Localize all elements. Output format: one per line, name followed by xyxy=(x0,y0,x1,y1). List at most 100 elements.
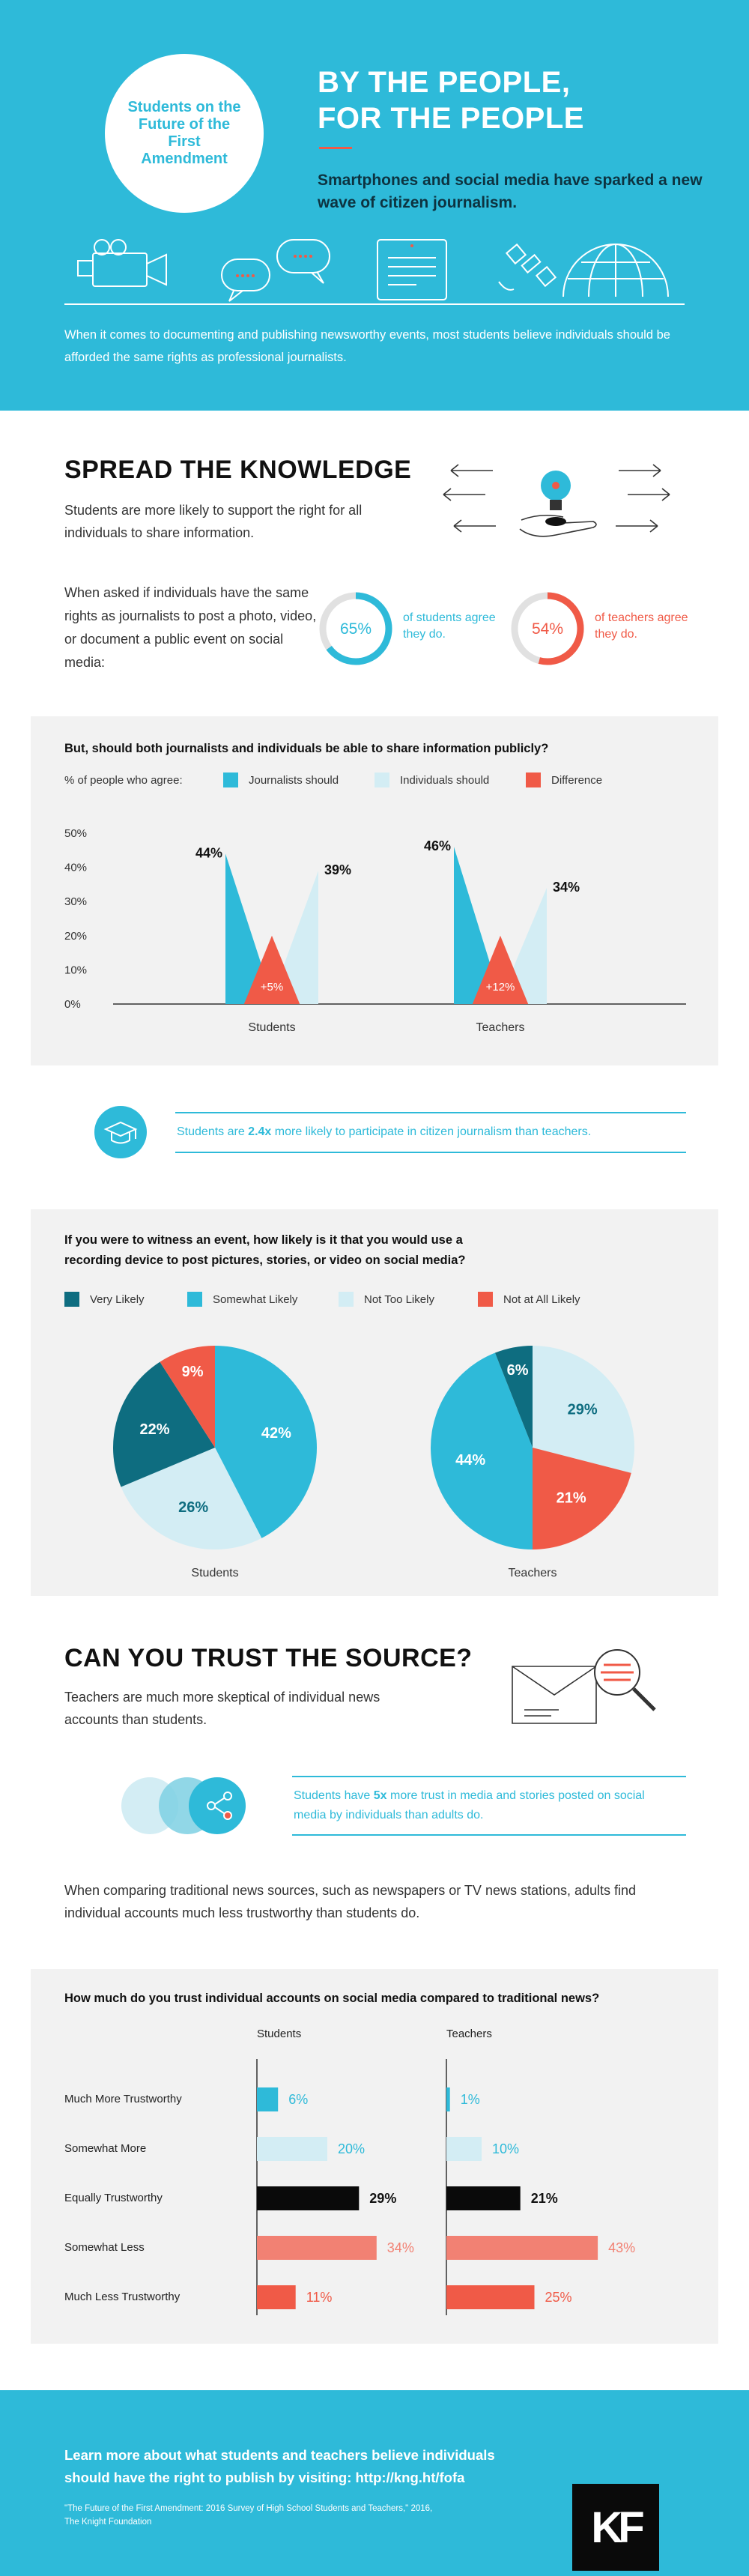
arrow-right-icon xyxy=(619,464,661,477)
pie-category-label: Students xyxy=(191,1567,238,1579)
trust-callout-rule-top xyxy=(292,1776,686,1777)
legend-journalists: Journalists should xyxy=(223,773,339,787)
rights-question: When asked if individuals have the same … xyxy=(64,585,317,670)
category-label: Students xyxy=(248,1021,295,1034)
pie-value-label: 29% xyxy=(568,1401,598,1418)
trust-bar xyxy=(446,2137,482,2161)
trust-bar xyxy=(257,2285,296,2309)
y-tick-label: 10% xyxy=(64,964,87,976)
legend-difference: Difference xyxy=(526,773,602,787)
trust-col-students: Students xyxy=(257,2028,302,2040)
hero-title: BY THE PEOPLE, FOR THE PEOPLE xyxy=(318,64,737,136)
magnifier-document-illustration xyxy=(512,1649,656,1724)
legend-very-likely: Very Likely xyxy=(64,1292,145,1307)
pie-slice xyxy=(533,1346,634,1473)
pie-slice xyxy=(431,1352,533,1549)
trust-bar xyxy=(257,2236,377,2260)
trust-value-label: 25% xyxy=(545,2290,572,2305)
pie-value-label: 9% xyxy=(182,1364,204,1380)
footer-link-text[interactable]: Learn more about what students and teach… xyxy=(64,2447,495,2485)
trust-bar xyxy=(446,2087,450,2111)
trust-value-label: 34% xyxy=(387,2240,414,2255)
trust-value-label: 21% xyxy=(531,2191,558,2206)
video-camera-icon xyxy=(77,239,167,287)
tablet-news-icon xyxy=(377,239,447,300)
y-tick-label: 0% xyxy=(64,998,81,1011)
footer-source-note: "The Future of the First Amendment: 2016… xyxy=(64,2504,433,2527)
y-tick-label: 40% xyxy=(64,862,87,874)
y-tick-label: 30% xyxy=(64,895,87,908)
students-donut-caption: of students agree they do. xyxy=(403,611,496,641)
trust-row-label: Somewhat Less xyxy=(64,2241,145,2254)
series-badge: Students on the Future of the First Amen… xyxy=(105,54,264,213)
lightbulb-hand-illustration xyxy=(443,464,670,537)
share-chart-question: But, should both journalists and individ… xyxy=(64,742,549,755)
trust-value-label: 29% xyxy=(369,2191,396,2206)
hero-title-line2: FOR THE PEOPLE xyxy=(318,102,584,135)
knight-foundation-logo: KF xyxy=(572,2484,659,2571)
trust-chart-question: How much do you trust individual account… xyxy=(64,1992,600,2005)
trust-chart-panel xyxy=(31,1969,718,2344)
trust-value-label: 43% xyxy=(608,2240,635,2255)
likely-pie-charts: 42% 26% 22% 9% Students 29% 21% 44% 6% Teachers xyxy=(113,1346,634,1579)
pie-value-label: 22% xyxy=(139,1421,169,1438)
y-tick-label: 50% xyxy=(64,827,87,840)
trust-value-label: 1% xyxy=(461,2092,480,2107)
legend-individuals: Individuals should xyxy=(374,773,489,787)
trust-row-label: Much Less Trustworthy xyxy=(64,2291,181,2303)
trust-bar xyxy=(446,2236,598,2260)
trust-value-label: 11% xyxy=(306,2290,333,2305)
individuals-value-label: 39% xyxy=(324,862,351,877)
hero-subtitle: Smartphones and social media have sparke… xyxy=(318,172,703,211)
teachers-donut-value: 54% xyxy=(532,620,563,638)
trust-bar xyxy=(257,2137,327,2161)
trust-compare-text: When comparing traditional news sources,… xyxy=(64,1883,637,1920)
hero-title-line1: BY THE PEOPLE, xyxy=(318,66,571,99)
section-heading-trust: CAN YOU TRUST THE SOURCE? xyxy=(64,1644,473,1672)
pie-value-label: 26% xyxy=(178,1499,208,1516)
students-donut-value: 65% xyxy=(340,620,372,638)
pie-category-label: Teachers xyxy=(509,1567,557,1579)
trust-bar xyxy=(257,2186,360,2210)
trust-row-label: Somewhat More xyxy=(64,2142,146,2155)
trust-col-teachers: Teachers xyxy=(446,2028,492,2040)
globe-icon xyxy=(562,244,669,297)
section-heading-spread: SPREAD THE KNOWLEDGE xyxy=(64,456,412,484)
trust-bar xyxy=(446,2186,521,2210)
journalists-value-label: 46% xyxy=(424,838,451,853)
pie-slice xyxy=(121,1448,262,1549)
pie-value-label: 6% xyxy=(507,1362,529,1379)
hero-banner xyxy=(0,0,749,411)
teachers-donut-caption: of teachers agree they do. xyxy=(595,611,688,641)
pie-value-label: 21% xyxy=(557,1490,586,1507)
speech-bubble-icon xyxy=(221,258,270,302)
speech-bubble-icon-2 xyxy=(276,239,330,284)
teachers-donut: 54% xyxy=(511,592,584,665)
legend-not-too-likely: Not Too Likely xyxy=(339,1292,434,1307)
difference-value-label: +5% xyxy=(261,981,283,994)
social-share-illustration xyxy=(121,1777,246,1834)
pie-slice xyxy=(494,1346,533,1448)
difference-area xyxy=(472,935,529,1004)
callout-rule-top xyxy=(175,1112,686,1113)
trust-value-label: 10% xyxy=(492,2141,519,2156)
share-icon xyxy=(207,1792,232,1820)
category-label: Teachers xyxy=(476,1021,525,1034)
y-tick-label: 20% xyxy=(64,930,87,943)
pie-value-label: 42% xyxy=(261,1425,291,1442)
pie-slice xyxy=(533,1448,631,1549)
share-legend-prefix: % of people who agree: xyxy=(64,774,183,787)
trust-text: Teachers are much more skeptical of indi… xyxy=(64,1690,380,1727)
share-area-chart: 50% 40% 30% 20% 10% 0% 44% 39% +5% Students 46% 34%… xyxy=(64,827,686,1034)
legend-somewhat-likely: Somewhat Likely xyxy=(187,1292,297,1307)
individuals-area xyxy=(269,871,318,1004)
hero-illustrations xyxy=(77,239,669,302)
pie-slice xyxy=(160,1346,215,1448)
legend-not-at-all-likely: Not at All Likely xyxy=(478,1292,580,1307)
trust-bar xyxy=(257,2087,279,2111)
individuals-value-label: 34% xyxy=(553,880,580,895)
difference-value-label: +12% xyxy=(486,981,515,994)
trust-value-label: 6% xyxy=(288,2092,308,2107)
spread-text: Students are more likely to support the … xyxy=(64,503,363,540)
hero-rule xyxy=(319,147,352,149)
